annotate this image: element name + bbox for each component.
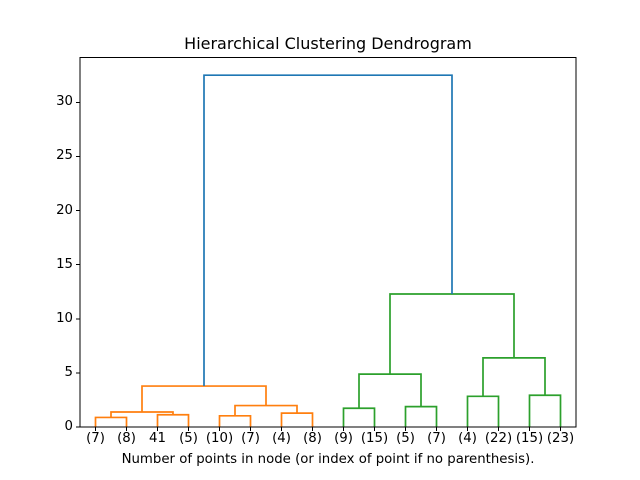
dendrogram-link-m14	[203, 74, 453, 387]
leaf-label: (5)	[179, 431, 198, 447]
chart-title: Hierarchical Clustering Dendrogram	[184, 34, 472, 53]
dendrogram-link-m5	[234, 404, 298, 416]
leaf-label: (8)	[117, 431, 136, 447]
leaf-label: (15)	[515, 431, 544, 447]
axes-frame	[79, 57, 577, 428]
y-tick-label: 15	[56, 256, 73, 272]
y-tick-label: 10	[56, 310, 73, 326]
leaf-label: (7)	[86, 431, 105, 447]
y-tick-label: 0	[64, 419, 73, 435]
leaf-label: (22)	[484, 431, 513, 447]
leaf-label: (4)	[272, 431, 291, 447]
y-tick-label: 5	[64, 365, 73, 381]
dendrogram-link-m3	[218, 414, 252, 428]
dendrogram-link-m7	[342, 407, 376, 428]
y-tick-label: 20	[56, 202, 73, 218]
dendrogram-link-m0	[94, 416, 128, 428]
dendrogram-link-m13	[389, 293, 515, 375]
y-tick-label: 30	[56, 94, 73, 110]
leaf-label: (7)	[241, 431, 260, 447]
leaf-label: (10)	[205, 431, 234, 447]
leaf-label: (9)	[334, 431, 353, 447]
leaf-label: (4)	[458, 431, 477, 447]
leaf-label: (15)	[360, 431, 389, 447]
dendrogram-link-m11	[528, 394, 562, 428]
dendrogram-link-m1	[156, 413, 190, 428]
dendrogram-link-m4	[280, 412, 314, 428]
dendrogram-link-m12	[482, 357, 546, 397]
leaf-label: (7)	[427, 431, 446, 447]
leaf-label: (5)	[396, 431, 415, 447]
dendrogram-link-m6	[141, 385, 267, 413]
leaf-label: 41	[149, 431, 166, 447]
dendrogram-link-m10	[466, 395, 500, 428]
y-tick-label: 25	[56, 148, 73, 164]
leaf-label: (23)	[546, 431, 575, 447]
x-axis-label: Number of points in node (or index of po…	[121, 452, 535, 467]
dendrogram-link-m8	[404, 405, 438, 428]
dendrogram-link-m9	[358, 373, 422, 409]
leaf-label: (8)	[303, 431, 322, 447]
dendrogram-link-m2	[110, 411, 174, 418]
